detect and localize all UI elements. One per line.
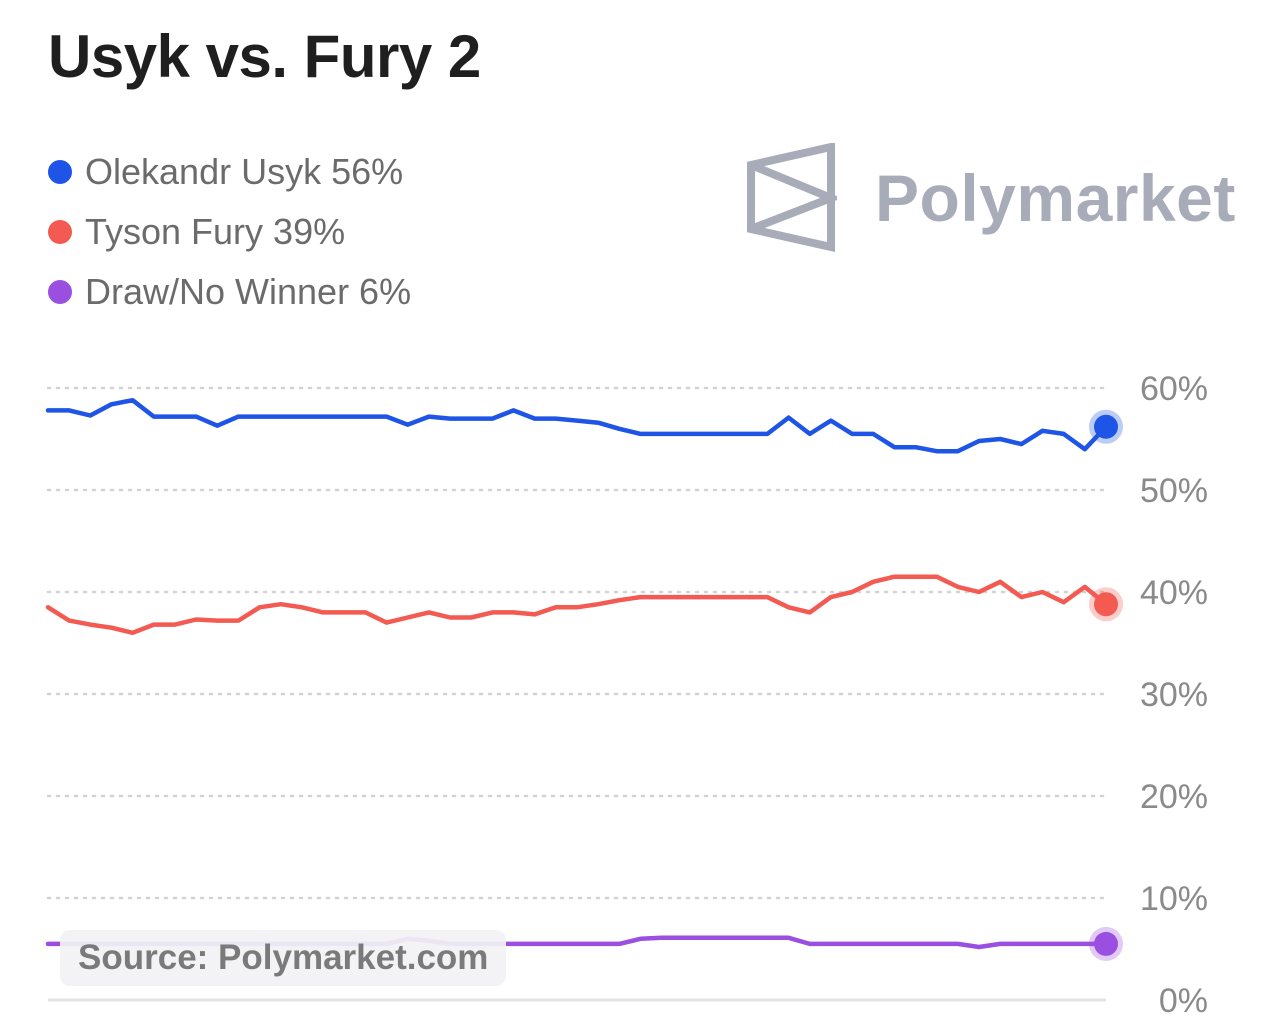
chart-legend: Olekandr Usyk 56% Tyson Fury 39% Draw/No… [48,142,411,322]
y-tick-label: 30% [1140,676,1208,714]
polymarket-brand: Polymarket [745,143,1236,253]
y-tick-label: 40% [1140,574,1208,612]
legend-item-usyk: Olekandr Usyk 56% [48,142,411,202]
end-marker-0 [1094,414,1118,439]
legend-item-draw: Draw/No Winner 6% [48,262,411,322]
y-tick-label: 50% [1140,472,1208,510]
legend-dot-fury [48,220,72,244]
chart-title: Usyk vs. Fury 2 [48,23,481,90]
series-line-0 [45,397,1109,454]
legend-dot-usyk [48,160,72,184]
series-line-1 [45,574,1109,636]
end-marker-2 [1094,931,1118,956]
legend-label-draw: Draw/No Winner 6% [85,271,412,312]
y-tick-label: 10% [1140,880,1208,918]
y-tick-label: 0% [1159,982,1208,1020]
y-axis-ticks: 0% 10% 20% 30% 40% 50% 60% [1140,370,1208,1020]
end-markers [1089,409,1123,961]
series-lines [45,397,1109,950]
legend-item-fury: Tyson Fury 39% [48,202,411,262]
source-label: Source: Polymarket.com [60,930,507,986]
grid-lines [46,386,1108,1002]
y-tick-label: 20% [1140,778,1208,816]
y-tick-label: 60% [1140,370,1208,408]
legend-dot-draw [48,280,72,304]
polymarket-logo-icon [747,143,837,252]
legend-label-usyk: Olekandr Usyk 56% [85,151,404,192]
legend-label-fury: Tyson Fury 39% [85,211,346,252]
end-marker-1 [1094,592,1118,617]
brand-wordmark: Polymarket [875,161,1236,235]
